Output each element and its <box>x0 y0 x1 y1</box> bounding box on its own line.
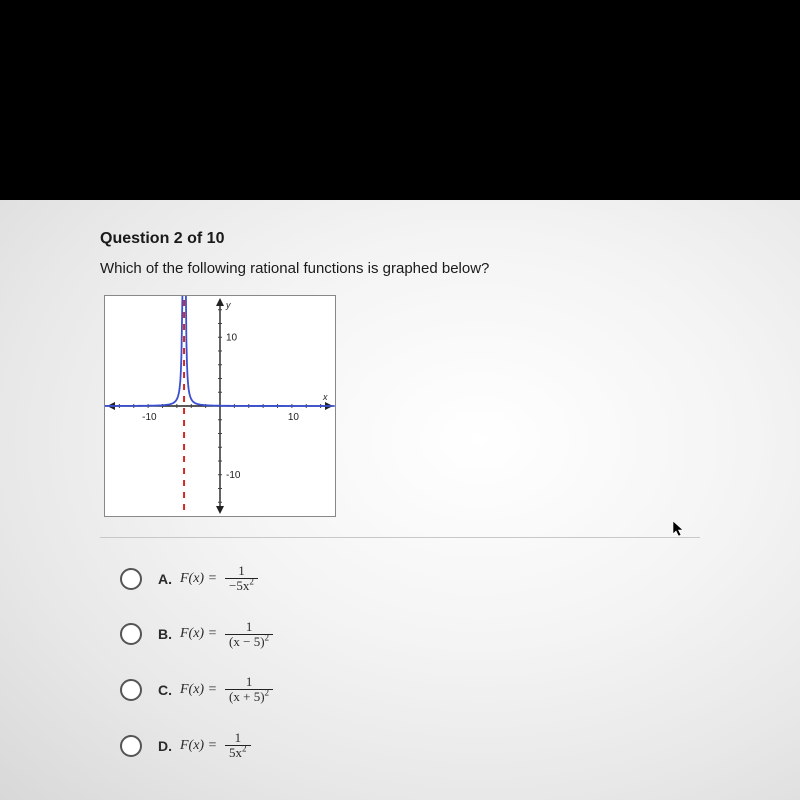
option-letter: A. <box>158 571 172 587</box>
svg-text:x: x <box>322 392 328 402</box>
radio-icon[interactable] <box>120 735 142 757</box>
quiz-screen: Question 2 of 10 Which of the following … <box>0 200 800 800</box>
radio-icon[interactable] <box>120 679 142 701</box>
option-formula: F(x) = 1 5x2 <box>180 731 251 761</box>
svg-text:-10: -10 <box>142 412 157 423</box>
option-formula: F(x) = 1 (x − 5)2 <box>180 620 273 650</box>
options-list: A. F(x) = 1 −5x2 B. F(x) = 1 (x − 5)2 <box>100 564 700 760</box>
option-formula: F(x) = 1 (x + 5)2 <box>180 675 273 705</box>
question-number: Question 2 of 10 <box>100 230 700 248</box>
option-a[interactable]: A. F(x) = 1 −5x2 <box>120 564 700 594</box>
svg-text:y: y <box>225 300 231 310</box>
option-d[interactable]: D. F(x) = 1 5x2 <box>120 731 700 761</box>
option-letter: D. <box>158 738 172 754</box>
radio-icon[interactable] <box>120 623 142 645</box>
option-letter: B. <box>158 626 172 642</box>
option-letter: C. <box>158 682 172 698</box>
svg-text:-10: -10 <box>226 470 241 481</box>
divider <box>100 537 700 538</box>
option-formula: F(x) = 1 −5x2 <box>180 564 258 594</box>
option-c[interactable]: C. F(x) = 1 (x + 5)2 <box>120 675 700 705</box>
svg-text:10: 10 <box>288 412 300 423</box>
question-prompt: Which of the following rational function… <box>100 260 700 277</box>
radio-icon[interactable] <box>120 568 142 590</box>
graph-container: -10 10 10 -10 x y <box>104 295 336 517</box>
svg-text:10: 10 <box>226 332 238 343</box>
option-b[interactable]: B. F(x) = 1 (x − 5)2 <box>120 620 700 650</box>
graph-svg: -10 10 10 -10 x y <box>105 296 335 516</box>
